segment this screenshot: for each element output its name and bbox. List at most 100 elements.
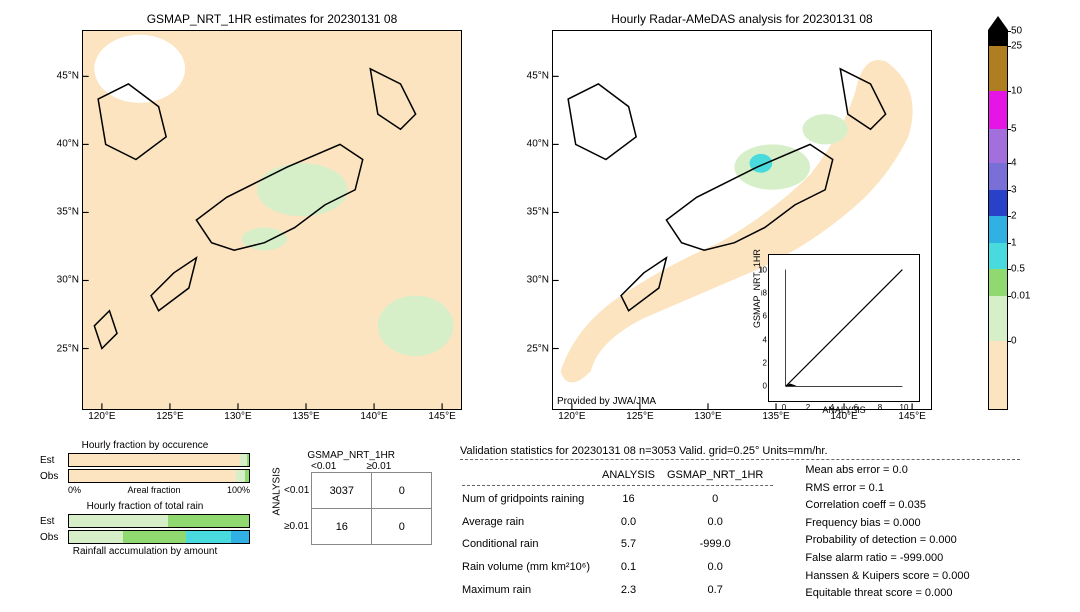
colorbar-segment bbox=[989, 129, 1007, 163]
stats-header-cell: GSMAP_NRT_1HR bbox=[667, 464, 773, 486]
matrix-cell-11: 0 bbox=[372, 509, 432, 545]
matrix-col0: <0.01 bbox=[311, 461, 336, 472]
stats-cell: 0.1 bbox=[602, 557, 665, 578]
left-map: 45°N40°N35°N30°N25°N120°E125°E130°E135°E… bbox=[82, 30, 462, 410]
stats-cell: Rain volume (mm km²10⁶) bbox=[462, 557, 600, 578]
provided-label: Provided by JWA/JMA bbox=[557, 396, 656, 407]
matrix-cell-00: 3037 bbox=[312, 473, 372, 509]
x-tick-label: 130°E bbox=[224, 409, 251, 422]
stats-cell: 0 bbox=[667, 488, 773, 509]
hist-acc-title: Rainfall accumulation by amount bbox=[40, 546, 250, 557]
stats-header-rule bbox=[460, 459, 1020, 460]
left-map-content bbox=[83, 31, 461, 409]
score-line: Probability of detection = 0.000 bbox=[805, 532, 969, 550]
matrix-title: GSMAP_NRT_1HR bbox=[270, 450, 432, 461]
stats-cell: 0.0 bbox=[602, 511, 665, 532]
y-tick-label: 40°N bbox=[57, 139, 83, 150]
hist-segment bbox=[240, 454, 247, 466]
hist-obs-label: Obs bbox=[40, 471, 68, 482]
score-line: Equitable threat score = 0.000 bbox=[805, 585, 969, 603]
hist-occ-est-bar bbox=[68, 453, 250, 467]
left-map-title: GSMAP_NRT_1HR estimates for 20230131 08 bbox=[82, 12, 462, 26]
hist-segment bbox=[186, 531, 231, 543]
hist-x0: 0% bbox=[68, 485, 81, 495]
matrix-row1-label: ≥0.01 bbox=[284, 521, 309, 532]
stats-header-cell bbox=[462, 464, 600, 486]
hist-segment bbox=[236, 470, 245, 482]
score-line: Mean abs error = 0.0 bbox=[805, 462, 969, 480]
colorbar-segment bbox=[989, 46, 1007, 91]
score-line: RMS error = 0.1 bbox=[805, 480, 969, 498]
score-line: False alarm ratio = -999.000 bbox=[805, 550, 969, 568]
stats-cell: 0.0 bbox=[667, 557, 773, 578]
colorbar-segment bbox=[989, 163, 1007, 189]
y-tick-label: 25°N bbox=[57, 343, 83, 354]
stats-cell: 2.3 bbox=[602, 580, 665, 601]
inset-ytick: 8 bbox=[763, 288, 767, 297]
colorbar-segment bbox=[989, 91, 1007, 129]
inset-ylabel: GSMAP_NRT_1HR bbox=[752, 249, 762, 328]
hist-rain-title: Hourly fraction of total rain bbox=[40, 501, 250, 512]
colorbar-segment bbox=[989, 296, 1007, 341]
hist-obs-label-2: Obs bbox=[40, 532, 68, 543]
colorbar-segment bbox=[989, 216, 1007, 242]
matrix-side-title: ANALYSIS bbox=[272, 502, 283, 516]
hist-x100: 100% bbox=[227, 485, 250, 495]
histograms: Hourly fraction by occurence Est Obs 0% … bbox=[40, 440, 250, 557]
hist-est-label: Est bbox=[40, 455, 68, 466]
matrix-row0-label: <0.01 bbox=[284, 485, 309, 496]
hist-segment bbox=[247, 454, 249, 466]
inset-xtick: 2 bbox=[806, 403, 810, 412]
score-line: Correlation coeff = 0.035 bbox=[805, 497, 969, 515]
colorbar-segment bbox=[989, 31, 1007, 46]
inset-xtick: 10 bbox=[900, 403, 909, 412]
inset-scatter: ANALYSIS GSMAP_NRT_1HR 0246810 0246810 bbox=[768, 254, 920, 402]
matrix-cell-01: 0 bbox=[372, 473, 432, 509]
colorbar-segment bbox=[989, 341, 1007, 409]
hist-occ-est-row: Est bbox=[40, 453, 250, 467]
y-tick-label: 30°N bbox=[57, 275, 83, 286]
hist-segment bbox=[123, 531, 186, 543]
contingency-matrix: GSMAP_NRT_1HR <0.01 ≥0.01 ANALYSIS <0.01… bbox=[270, 450, 432, 545]
colorbar-max-triangle bbox=[988, 16, 1008, 30]
hist-segment bbox=[69, 515, 168, 527]
inset-svg bbox=[769, 255, 919, 401]
matrix-table: 30370 160 bbox=[311, 472, 432, 545]
hist-xareal: Areal fraction bbox=[127, 485, 180, 495]
hist-occ-title: Hourly fraction by occurence bbox=[40, 440, 250, 451]
inset-ytick: 0 bbox=[763, 382, 767, 391]
scores-list: Mean abs error = 0.0RMS error = 0.1Corre… bbox=[805, 462, 969, 603]
x-tick-label: 120°E bbox=[558, 409, 585, 422]
matrix-col1: ≥0.01 bbox=[366, 461, 391, 472]
y-tick-label: 35°N bbox=[57, 207, 83, 218]
colorbar-bar: 502510543210.50.010 bbox=[988, 30, 1008, 410]
y-tick-label: 30°N bbox=[527, 275, 553, 286]
stats-cell: Maximum rain bbox=[462, 580, 600, 601]
x-tick-label: 125°E bbox=[626, 409, 653, 422]
colorbar-segment bbox=[989, 190, 1007, 216]
x-tick-label: 140°E bbox=[360, 409, 387, 422]
inset-xlabel: ANALYSIS bbox=[769, 405, 919, 415]
stats-cell: 0.0 bbox=[667, 511, 773, 532]
y-tick-label: 40°N bbox=[527, 139, 553, 150]
y-tick-label: 25°N bbox=[527, 343, 553, 354]
colorbar: 502510543210.50.010 bbox=[988, 30, 1008, 410]
stats-header-cell: ANALYSIS bbox=[602, 464, 665, 486]
stats-cell: Average rain bbox=[462, 511, 600, 532]
score-line: Hanssen & Kuipers score = 0.000 bbox=[805, 568, 969, 586]
right-map-title: Hourly Radar-AMeDAS analysis for 2023013… bbox=[552, 12, 932, 26]
stats-header: Validation statistics for 20230131 08 n=… bbox=[460, 445, 1060, 457]
hist-segment bbox=[231, 531, 249, 543]
hist-segment bbox=[168, 515, 249, 527]
y-tick-label: 45°N bbox=[527, 71, 553, 82]
stats-cell: 0.7 bbox=[667, 580, 773, 601]
inset-xtick: 6 bbox=[854, 403, 858, 412]
inset-xtick: 8 bbox=[878, 403, 882, 412]
stats-cell: Conditional rain bbox=[462, 534, 600, 555]
inset-xtick: 0 bbox=[782, 403, 786, 412]
hist-rain-est-row: Est bbox=[40, 514, 250, 528]
inset-ytick: 2 bbox=[763, 359, 767, 368]
matrix-cell-10: 16 bbox=[312, 509, 372, 545]
stats-table: ANALYSISGSMAP_NRT_1HRNum of gridpoints r… bbox=[460, 462, 775, 603]
hist-rain-est-bar bbox=[68, 514, 250, 528]
